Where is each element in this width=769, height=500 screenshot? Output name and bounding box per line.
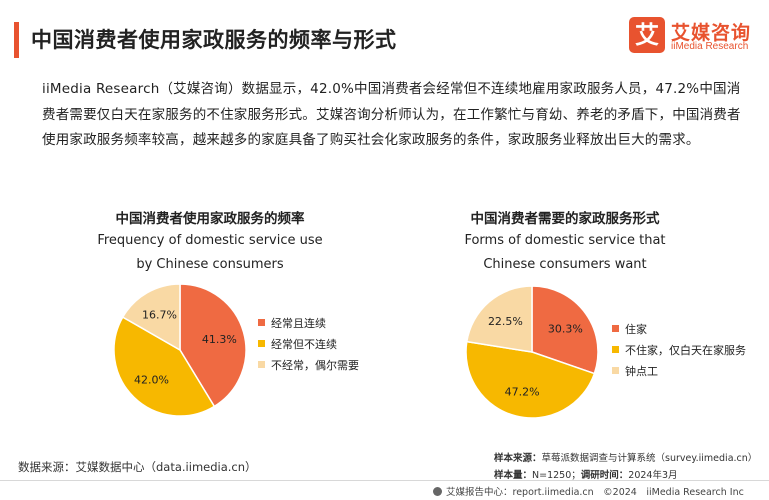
brand-logo: 艾 艾媒咨询 iiMedia Research [629,17,759,61]
chart1-title: 中国消费者使用家政服务的频率 [115,211,305,227]
chart1-legend-swatch-1 [258,340,265,347]
chart2-legend-item-1: 不住家，仅白天在家服务 [612,343,746,364]
chart2-legend: 住家不住家，仅白天在家服务 钟点工 [612,322,746,385]
chart1-pie: 41.3% 42.0% 16.7% [113,283,247,417]
chart1-legend-item-0: 经常且连续 [258,316,359,337]
sample-notes: 样本来源：草莓派数据调查与计算系统（survey.iimedia.cn） 样本量… [494,450,757,484]
chart2-legend-swatch-2 [612,367,619,374]
chart1-legend-label-0: 经常且连续 [271,317,326,330]
chart1-slice-1 [113,316,216,417]
page-title: 中国消费者使用家政服务的频率与形式 [31,28,397,52]
sample-source-label: 样本来源： [494,453,542,464]
chart1-legend-item-2: 不经常，偶尔需要 [258,358,359,379]
logo-en-text: iiMedia Research [671,41,749,52]
sample-source-line: 样本来源：草莓派数据调查与计算系统（survey.iimedia.cn） [494,450,757,467]
chart1-legend: 经常且连续经常但不连续不经常，偶尔需要 [258,316,359,379]
survey-time-value: 2024年3月 [628,470,678,481]
chart1-legend-label-2: 不经常，偶尔需要 [271,359,359,372]
chart2-legend-item-0: 住家 [612,322,746,343]
chart1-slice-0-label: 41.3% [202,333,237,346]
chart1-slice-2 [121,283,181,352]
chart2-slice-1 [465,340,596,419]
chart2-legend-swatch-1 [612,346,619,353]
chart1-subtitle-line2: by Chinese consumers [136,257,284,272]
intro-paragraph: iiMedia Research（艾媒咨询）数据显示，42.0%中国消费者会经常… [42,81,741,148]
sample-size-line: 样本量：N=1250；调研时间：2024年3月 [494,467,757,484]
chart2-slice-0 [531,285,599,375]
sample-source-value: 草莓派数据调查与计算系统（survey.iimedia.cn） [541,453,758,464]
chart2-legend-label-0: 住家 [625,323,647,336]
chart1-slice-2-label: 16.7% [142,309,177,322]
chart2-legend-label-2: 钟点工 [625,365,658,378]
chart2-title: 中国消费者需要的家政服务形式 [470,211,660,227]
chart2-slice-2-label: 22.5% [488,315,523,328]
chart1-subtitle-line1: Frequency of domestic service use [97,233,323,248]
chart1-legend-swatch-2 [258,361,265,368]
sample-size-label: 样本量： [494,470,533,481]
chart2-legend-item-2: 钟点工 [612,364,746,385]
footer-divider [0,480,769,481]
survey-time-label: 调研时间： [580,470,629,481]
chart1-legend-swatch-0 [258,319,265,326]
footer: 艾媒报告中心：report.iimedia.cn ©2024 iiMedia R… [433,484,744,498]
chart2-legend-swatch-0 [612,325,619,332]
chart1-legend-label-1: 经常但不连续 [271,338,337,351]
chart2-subtitle-line2: Chinese consumers want [483,257,647,272]
chart2-pie: 30.3% 47.2% 22.5% [465,285,599,419]
chart1-slice-1-label: 42.0% [134,373,169,386]
logo-mark-icon: 艾 [629,17,665,53]
chart1-legend-item-1: 经常但不连续 [258,337,359,358]
logo-cn-text: 艾媒咨询 [671,22,752,44]
chart2-slice-1-label: 47.2% [505,386,540,399]
data-source: 数据来源：艾媒数据中心（data.iimedia.cn） [18,460,257,474]
chart2-slice-0-label: 30.3% [548,322,583,335]
report-center-icon [433,487,442,496]
sample-size-value: N=1250； [532,470,581,481]
chart2-legend-label-1: 不住家，仅白天在家服务 [625,344,746,357]
title-accent-bar [14,22,19,58]
chart2-slice-2 [465,285,533,353]
footer-text: 艾媒报告中心：report.iimedia.cn ©2024 iiMedia R… [446,487,744,498]
chart2-subtitle-line1: Forms of domestic service that [464,233,666,248]
